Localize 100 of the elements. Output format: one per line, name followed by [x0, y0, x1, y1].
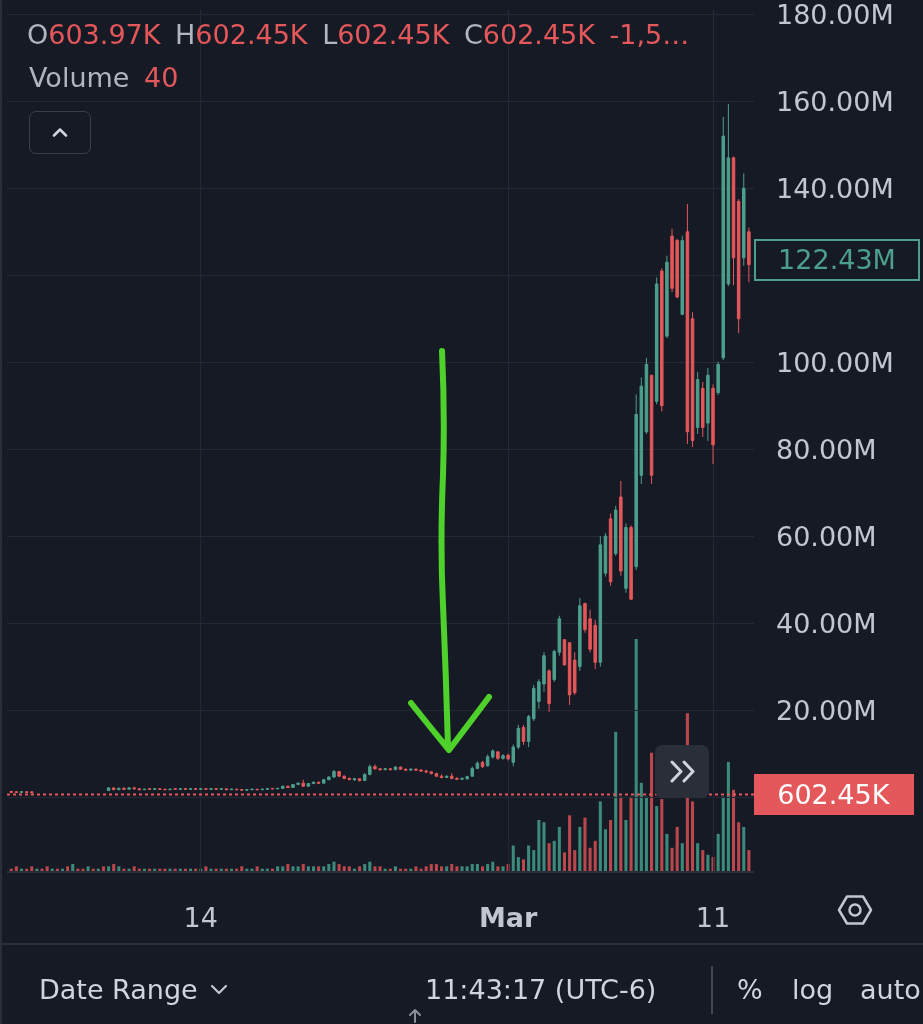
bar [240, 866, 244, 871]
candlestick [706, 367, 710, 442]
bar [414, 866, 418, 871]
bar [122, 868, 126, 871]
candlestick [209, 787, 213, 791]
bar [250, 868, 254, 871]
text: auto [860, 974, 921, 1006]
candlestick [383, 767, 387, 771]
candlestick [598, 535, 603, 668]
bar [737, 822, 741, 871]
bar [470, 864, 474, 871]
bar [742, 826, 746, 871]
bar [655, 806, 659, 871]
bar [311, 866, 316, 871]
candlestick [506, 753, 510, 762]
bar [747, 850, 751, 871]
bar [378, 866, 382, 871]
bar [716, 833, 720, 871]
text: 122.43M [778, 244, 896, 276]
bar [14, 866, 18, 871]
bar [486, 864, 490, 871]
bar [296, 866, 300, 871]
bar [424, 866, 428, 871]
bar [373, 866, 377, 871]
candlestick [388, 767, 393, 771]
bar [86, 866, 90, 871]
candlestick [701, 381, 705, 438]
bar [327, 864, 331, 871]
candlestick [613, 505, 618, 557]
candlestick [619, 480, 623, 577]
candlestick [624, 523, 628, 594]
bar [496, 866, 500, 871]
candlestick [444, 774, 449, 779]
text: O603.97K H602.45K L602.45K C602.45K -1,5… [27, 19, 690, 50]
bar [434, 864, 438, 871]
bar [363, 864, 367, 871]
bar [347, 866, 351, 871]
bar [706, 854, 710, 871]
bar [696, 843, 700, 871]
bar [624, 819, 628, 871]
text: log [792, 974, 834, 1006]
bar [281, 866, 285, 871]
candlestick [747, 226, 751, 283]
bar [66, 866, 70, 871]
candlestick [695, 371, 700, 435]
candlestick [306, 782, 311, 788]
candlestick [301, 779, 305, 788]
bar [562, 852, 567, 871]
candlestick [127, 786, 131, 791]
bar [445, 866, 449, 871]
bar [547, 843, 551, 871]
candlestick [665, 255, 669, 339]
bar [132, 866, 136, 871]
candlestick [147, 787, 152, 791]
candlestick [152, 787, 157, 791]
candlestick [214, 787, 218, 791]
candlestick [680, 235, 685, 316]
bar [501, 866, 505, 871]
candlestick [742, 173, 746, 267]
bar [639, 782, 643, 871]
bar [465, 866, 469, 871]
bar [537, 819, 541, 871]
bar [691, 801, 695, 871]
bar [117, 866, 121, 871]
bar [71, 864, 75, 871]
x-tick-label: 11 [695, 902, 731, 934]
bar [619, 796, 623, 871]
y-tick-label: 100.00M [776, 346, 894, 378]
bar [593, 840, 597, 871]
bar [480, 866, 485, 871]
bar [393, 866, 397, 871]
y-tick-label: 180.00M [776, 0, 894, 30]
bar [337, 864, 341, 871]
x-tick-label: Mar [478, 902, 539, 934]
y-tick-label: 20.00M [776, 694, 877, 726]
bar [30, 866, 34, 871]
bar [368, 861, 372, 871]
bar [660, 799, 664, 871]
bar [726, 761, 730, 871]
candlestick [578, 597, 582, 672]
bar [583, 817, 587, 871]
candlestick [111, 787, 116, 791]
bar [552, 840, 556, 871]
y-tick-label: 40.00M [776, 607, 877, 639]
bar [301, 864, 305, 871]
bar [675, 826, 679, 871]
candlestick [409, 767, 413, 772]
bar [609, 819, 613, 871]
ref-line-label: 602.45K [777, 779, 891, 810]
bar [568, 815, 572, 871]
bar [440, 866, 444, 871]
y-tick-label: 80.00M [776, 433, 877, 465]
bar [542, 822, 546, 871]
bar [634, 639, 638, 871]
bar [322, 866, 326, 871]
candlestick [403, 767, 408, 772]
bar [603, 829, 607, 871]
candlestick [654, 276, 659, 405]
candlestick [280, 785, 285, 790]
bar [573, 850, 577, 871]
